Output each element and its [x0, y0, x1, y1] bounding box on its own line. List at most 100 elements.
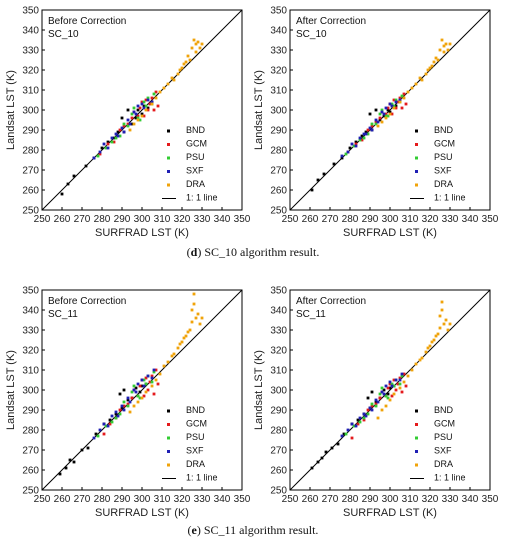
- data-point: [428, 66, 432, 70]
- data-point: [420, 78, 424, 82]
- data-point: [136, 116, 140, 120]
- data-point: [112, 136, 116, 140]
- data-point: [106, 424, 110, 428]
- data-point: [374, 118, 378, 122]
- data-point: [120, 116, 124, 120]
- data-point: [374, 108, 378, 112]
- x-tick-label: 280: [342, 214, 359, 225]
- data-point: [142, 100, 146, 104]
- data-point: [84, 164, 88, 168]
- legend-swatch: [415, 450, 418, 453]
- data-point: [418, 358, 422, 362]
- data-point: [58, 472, 62, 476]
- x-axis-label: SURFRAD LST (K): [95, 507, 189, 519]
- data-point: [152, 370, 156, 374]
- data-point: [442, 44, 446, 48]
- data-point: [72, 174, 76, 178]
- data-point: [430, 340, 434, 344]
- data-point: [158, 372, 162, 376]
- data-point: [154, 378, 158, 382]
- data-point: [114, 410, 118, 414]
- data-point: [354, 140, 358, 144]
- data-point: [354, 142, 358, 146]
- panel-title: After Correction: [296, 16, 366, 27]
- data-point: [138, 106, 142, 110]
- data-point: [386, 392, 390, 396]
- data-point: [344, 432, 348, 436]
- data-point: [362, 136, 366, 140]
- panel-subtitle: SC_11: [48, 309, 78, 320]
- y-axis-label: Landsat LST (K): [253, 350, 265, 430]
- data-point: [440, 300, 444, 304]
- data-point: [384, 114, 388, 118]
- data-point: [336, 442, 340, 446]
- data-point: [156, 382, 160, 386]
- data-point: [378, 116, 382, 120]
- data-point: [400, 390, 404, 394]
- data-point: [132, 110, 136, 114]
- data-point: [390, 394, 394, 398]
- data-point: [436, 332, 440, 336]
- data-point: [144, 98, 148, 102]
- legend-swatch: [167, 436, 170, 440]
- x-tick-label: 300: [134, 214, 151, 225]
- caption-text: SC_11 algorithm result.: [200, 523, 319, 537]
- data-point: [98, 152, 102, 156]
- data-point: [370, 408, 374, 412]
- data-point: [366, 132, 370, 136]
- x-tick-label: 270: [322, 494, 339, 505]
- x-tick-label: 350: [234, 494, 251, 505]
- data-point: [342, 432, 346, 436]
- data-point: [140, 396, 144, 400]
- data-point: [398, 98, 402, 102]
- data-point: [102, 432, 106, 436]
- data-point: [394, 100, 398, 104]
- data-point: [154, 90, 158, 94]
- data-point: [118, 128, 122, 132]
- x-tick-label: 290: [114, 494, 131, 505]
- data-point: [402, 96, 406, 100]
- data-point: [346, 428, 350, 432]
- data-point: [150, 384, 154, 388]
- y-tick-label: 260: [22, 186, 39, 197]
- data-point: [178, 68, 182, 72]
- legend-swatch: [167, 129, 170, 133]
- series-dra: [376, 300, 452, 420]
- data-point: [368, 112, 372, 116]
- data-point: [378, 396, 382, 400]
- data-point: [144, 108, 148, 112]
- data-point: [86, 446, 90, 450]
- data-point: [128, 410, 132, 414]
- data-point: [64, 466, 68, 470]
- x-tick-label: 270: [74, 214, 91, 225]
- data-point: [446, 48, 450, 52]
- data-point: [120, 404, 124, 408]
- data-point: [110, 140, 114, 144]
- data-point: [370, 122, 374, 126]
- data-point: [140, 384, 144, 388]
- legend-swatch: [167, 450, 170, 453]
- data-point: [130, 396, 134, 400]
- data-point: [358, 138, 362, 142]
- data-point: [400, 94, 404, 98]
- x-tick-label: 340: [462, 214, 479, 225]
- data-point: [340, 154, 344, 158]
- data-point: [102, 422, 106, 426]
- data-point: [106, 142, 110, 146]
- data-point: [370, 124, 374, 128]
- y-tick-label: 340: [22, 26, 39, 37]
- data-point: [384, 404, 388, 408]
- data-point: [200, 42, 204, 46]
- y-tick-label: 340: [270, 306, 287, 317]
- data-point: [170, 76, 174, 80]
- data-point: [448, 42, 452, 46]
- data-point: [72, 460, 76, 464]
- x-tick-label: 280: [94, 214, 111, 225]
- x-tick-label: 270: [322, 214, 339, 225]
- data-point: [116, 134, 120, 138]
- y-tick-label: 280: [270, 426, 287, 437]
- data-point: [358, 416, 362, 420]
- data-point: [420, 356, 424, 360]
- data-point: [388, 382, 392, 386]
